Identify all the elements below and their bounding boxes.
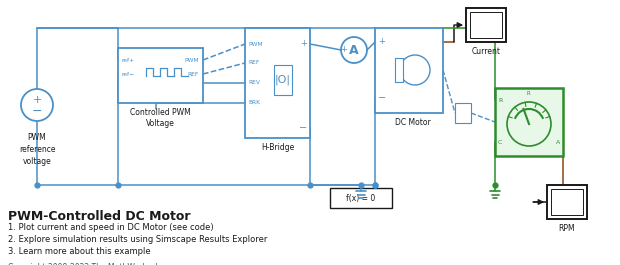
Text: +: +: [340, 45, 347, 54]
Bar: [495, 88, 563, 156]
Text: PWM
reference
voltage: PWM reference voltage: [19, 133, 55, 166]
Text: Current: Current: [471, 47, 500, 56]
Text: −: −: [32, 104, 42, 117]
Text: Copyright 2008-2022 The MathWorks, Inc.: Copyright 2008-2022 The MathWorks, Inc.: [8, 263, 169, 265]
Text: |O|: |O|: [275, 75, 291, 85]
Circle shape: [21, 89, 53, 121]
Text: DC Motor: DC Motor: [395, 118, 431, 127]
Text: H-Bridge: H-Bridge: [261, 143, 294, 152]
Text: REF: REF: [188, 72, 199, 77]
Text: BRK: BRK: [248, 100, 260, 105]
Bar: [547, 185, 587, 219]
Text: PWM: PWM: [185, 58, 199, 63]
Bar: [245, 28, 310, 138]
Text: +: +: [378, 38, 385, 46]
Bar: [330, 188, 392, 208]
Bar: [395, 58, 403, 82]
Bar: [455, 103, 471, 123]
Text: PWM: PWM: [248, 42, 262, 46]
Circle shape: [507, 102, 551, 146]
Text: REV: REV: [248, 81, 260, 86]
Text: REF: REF: [248, 60, 259, 65]
Text: R: R: [498, 98, 502, 103]
Text: RPM: RPM: [559, 224, 575, 233]
Text: −: −: [378, 93, 386, 103]
Text: ref+: ref+: [122, 58, 135, 63]
Text: 3. Learn more about this example: 3. Learn more about this example: [8, 247, 151, 256]
Bar: [118, 48, 203, 103]
Circle shape: [400, 55, 430, 85]
Bar: [274, 65, 292, 95]
Text: f(x) = 0: f(x) = 0: [347, 193, 376, 202]
Circle shape: [341, 37, 367, 63]
Bar: [466, 8, 506, 42]
Bar: [375, 28, 443, 113]
Bar: [470, 12, 502, 38]
Text: PWM-Controlled DC Motor: PWM-Controlled DC Motor: [8, 210, 190, 223]
Text: −: −: [299, 123, 307, 133]
Text: 1. Plot current and speed in DC Motor (see code): 1. Plot current and speed in DC Motor (s…: [8, 223, 214, 232]
Text: A: A: [556, 139, 560, 144]
Text: +: +: [300, 39, 307, 48]
Text: ref−: ref−: [122, 72, 135, 77]
Text: 2. Explore simulation results using Simscape Results Explorer: 2. Explore simulation results using Sims…: [8, 235, 267, 244]
Bar: [551, 189, 583, 215]
Text: Controlled PWM
Voltage: Controlled PWM Voltage: [130, 108, 191, 128]
Text: A: A: [349, 45, 359, 58]
Text: +: +: [32, 95, 42, 105]
Text: R: R: [526, 91, 530, 96]
Text: C: C: [498, 139, 502, 144]
